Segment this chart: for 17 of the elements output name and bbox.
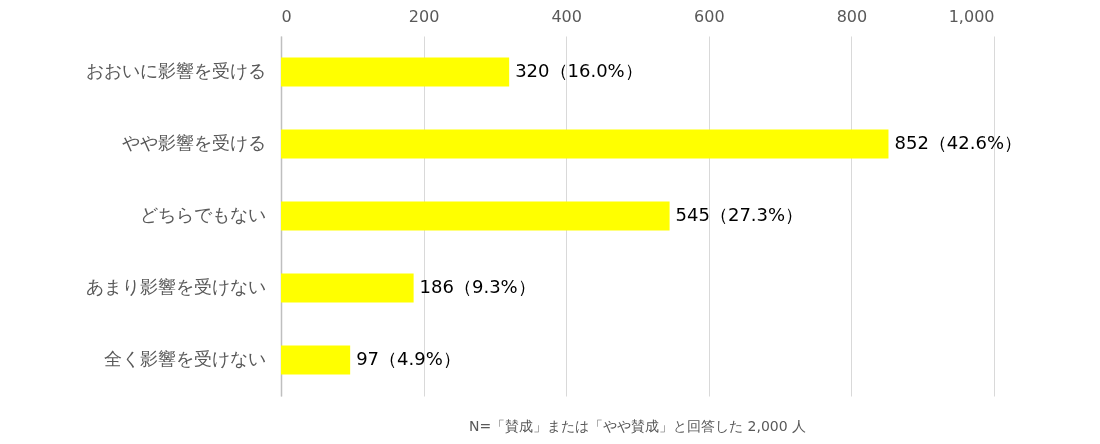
- data-label: 852（42.6%）: [894, 132, 1023, 153]
- x-tick-label: 200: [408, 6, 440, 26]
- y-tick-label: おおいに影響を受ける: [85, 60, 266, 81]
- y-tick-label: あまり影響を受けない: [85, 276, 266, 297]
- data-label: 320（16.0%）: [515, 60, 643, 81]
- data-label: 545（27.3%）: [675, 204, 804, 225]
- data-label: 97（4.9%）: [356, 348, 461, 369]
- y-tick-label: どちらでもない: [139, 204, 266, 225]
- x-tick-label: 400: [551, 6, 582, 26]
- x-tick-label: 1,000: [948, 6, 995, 26]
- x-tick-label: 600: [694, 6, 725, 26]
- y-tick-label: やや影響を受ける: [121, 132, 266, 153]
- x-tick-label: 800: [836, 6, 868, 26]
- x-tick-label: 0: [281, 6, 292, 26]
- data-label: 186（9.3%）: [419, 276, 536, 297]
- text: N=「賛成」または「やや賛成」と回答した 2,000 人: [468, 418, 807, 434]
- y-tick-label: 全く影響を受けない: [103, 348, 266, 369]
